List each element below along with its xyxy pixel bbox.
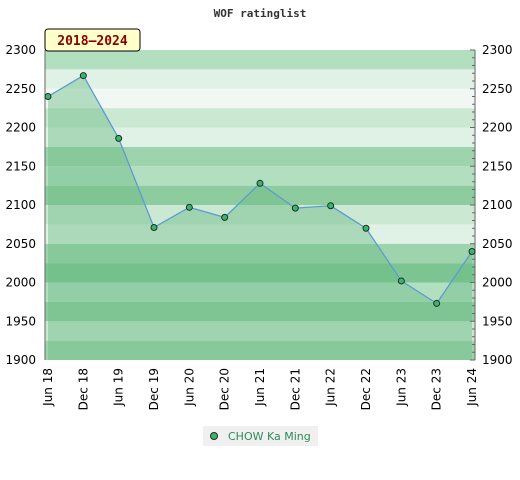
y-tick-label-right: 2000 <box>482 276 513 290</box>
y-tick-label-right: 2250 <box>482 82 513 96</box>
y-tick-label-right: 1900 <box>482 353 513 367</box>
data-point <box>115 134 123 142</box>
background-band <box>45 146 475 167</box>
x-tick-label: Dec 20 <box>218 368 232 410</box>
y-tick-label-right: 2200 <box>482 121 513 135</box>
background-band <box>45 340 475 360</box>
x-tick-label: Jun 18 <box>41 368 55 407</box>
x-axis: Jun 18 Dec 18 Jun 19 Dec 19 Jun 20 Dec 20 Jun … <box>41 368 479 410</box>
chart-title: WOF ratinglist <box>214 7 307 20</box>
data-point <box>256 179 264 187</box>
x-tick-label: Dec 18 <box>76 368 90 410</box>
background-band <box>45 166 475 186</box>
legend[interactable]: CHOW Ka Ming <box>203 426 318 446</box>
background-band <box>45 69 475 89</box>
badge-background <box>44 28 141 52</box>
x-tick-label: Dec 23 <box>430 368 444 410</box>
legend-label: CHOW Ka Ming <box>228 430 311 443</box>
y-tick-label-left: 2150 <box>5 159 36 173</box>
background-band <box>45 127 475 147</box>
data-point <box>362 224 370 232</box>
background-band <box>45 88 475 109</box>
y-tick-label-left: 1900 <box>5 353 36 367</box>
area-fill-group <box>48 75 472 360</box>
data-point <box>79 72 87 80</box>
y-tick-label-left: 2200 <box>5 121 36 135</box>
data-point <box>468 248 476 255</box>
date-range-badge: 2018–2024 <box>44 28 141 52</box>
y-axis-left: 1900 1950 2000 2050 2100 2150 2200 2250 2300 <box>5 43 46 367</box>
data-point <box>327 202 335 210</box>
background-band <box>45 205 475 225</box>
y-tick-label-left: 2000 <box>5 276 36 290</box>
y-tick-label-right: 2300 <box>482 43 513 57</box>
y-tick-label-left: 2050 <box>5 237 36 251</box>
background-band <box>45 301 475 322</box>
background-bands <box>45 50 475 360</box>
data-point <box>185 203 193 211</box>
y-tick-label-left: 2250 <box>5 82 36 96</box>
x-tick-label: Jun 22 <box>324 368 338 407</box>
background-band <box>45 282 475 302</box>
y-axis-right: 1900 1950 2000 2050 2100 2150 2200 2250 2300 <box>470 43 513 367</box>
background-band <box>45 321 475 341</box>
background-band <box>45 50 475 70</box>
x-tick-label: Jun 24 <box>465 368 479 407</box>
background-band <box>45 108 475 128</box>
x-tick-label: Jun 23 <box>394 368 408 407</box>
x-tick-label: Dec 22 <box>359 368 373 410</box>
badge-text: 2018–2024 <box>57 34 128 49</box>
data-point <box>150 223 158 231</box>
series-group <box>44 72 476 307</box>
legend-box <box>203 426 318 446</box>
y-tick-label-left: 2100 <box>5 198 36 212</box>
y-tick-label-left: 2300 <box>5 43 36 57</box>
data-point <box>221 213 229 221</box>
x-tick-label: Jun 19 <box>112 368 126 407</box>
data-point <box>433 299 441 307</box>
x-tick-label: Dec 21 <box>288 368 302 410</box>
x-tick-label: Jun 20 <box>182 368 196 407</box>
x-tick-label: Jun 21 <box>253 368 267 407</box>
data-point <box>291 204 299 212</box>
background-band <box>45 243 475 264</box>
y-tick-label-right: 2050 <box>482 237 513 251</box>
y-tick-label-right: 2150 <box>482 159 513 173</box>
background-band <box>45 185 475 205</box>
series-area <box>48 75 472 360</box>
y-tick-label-right: 2100 <box>482 198 513 212</box>
data-point <box>397 277 405 285</box>
y-tick-label-right: 1950 <box>482 314 513 328</box>
y-tick-label-left: 1950 <box>5 314 36 328</box>
legend-marker <box>210 432 218 440</box>
x-tick-label: Dec 19 <box>147 368 161 410</box>
data-point <box>44 93 52 100</box>
background-band <box>45 263 475 283</box>
